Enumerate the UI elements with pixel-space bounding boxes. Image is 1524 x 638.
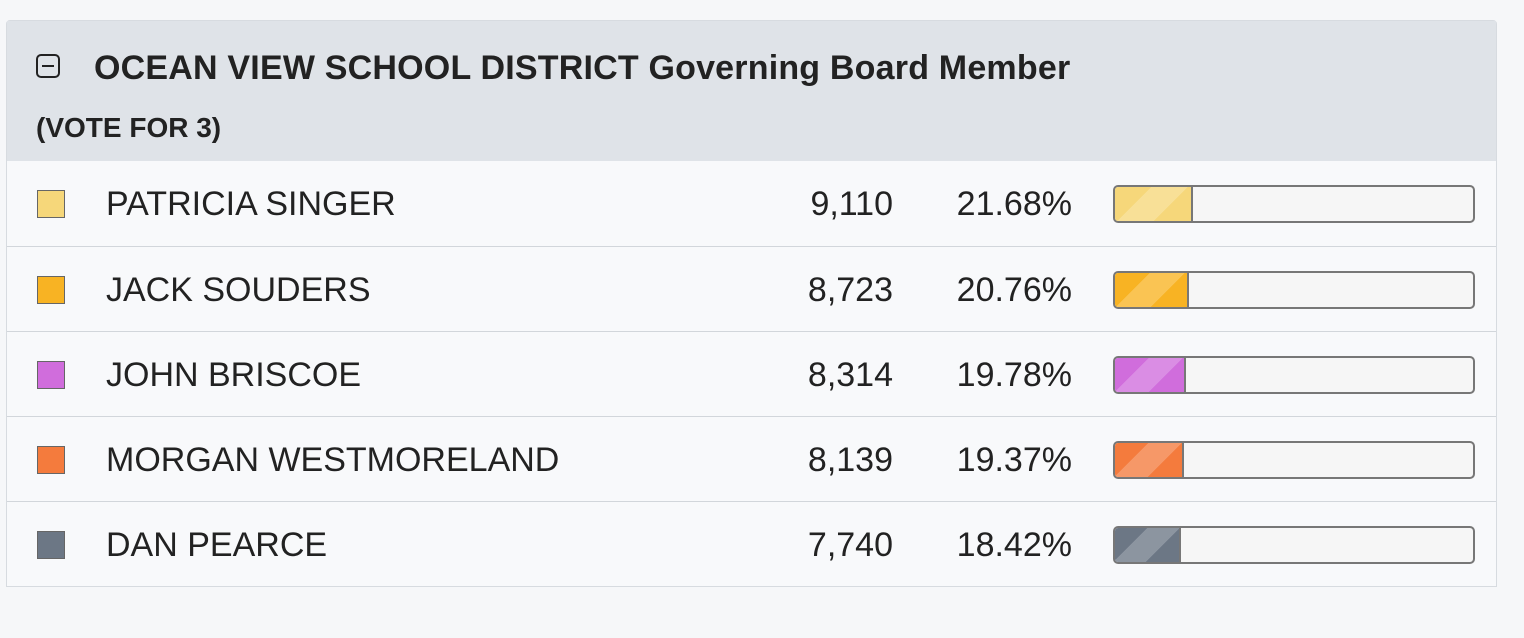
candidate-percent: 20.76%: [956, 271, 1072, 309]
candidate-votes: 7,740: [807, 526, 893, 564]
candidate-name: MORGAN WESTMORELAND: [106, 441, 560, 479]
vote-share-bar: [1113, 356, 1475, 394]
candidate-color-swatch: [37, 276, 65, 304]
candidate-votes: 8,723: [807, 271, 893, 309]
candidate-name: PATRICIA SINGER: [106, 185, 396, 223]
candidate-color-swatch: [37, 190, 65, 218]
contest-subtitle: (VOTE FOR 3): [36, 112, 222, 143]
vote-share-fill: [1115, 358, 1186, 392]
vote-share-bar: [1113, 526, 1475, 564]
candidate-percent: 19.37%: [956, 441, 1072, 479]
candidate-color-swatch: [37, 531, 65, 559]
vote-share-bar: [1113, 271, 1475, 309]
vote-share-fill: [1115, 187, 1193, 221]
vote-share-fill: [1115, 528, 1181, 562]
candidate-row: PATRICIA SINGER 9,110 21.68%: [7, 161, 1496, 246]
collapse-icon[interactable]: [36, 54, 60, 78]
candidate-name: JOHN BRISCOE: [106, 356, 362, 394]
candidate-votes: 9,110: [810, 185, 893, 223]
candidate-color-swatch: [37, 361, 65, 389]
candidate-votes: 8,139: [807, 441, 893, 479]
contest-title: OCEAN VIEW SCHOOL DISTRICT Governing Boa…: [94, 49, 1071, 87]
candidate-name: JACK SOUDERS: [106, 271, 371, 309]
candidate-color-swatch: [37, 446, 65, 474]
contest-header: OCEAN VIEW SCHOOL DISTRICT Governing Boa…: [7, 21, 1496, 161]
vote-share-bar: [1113, 185, 1475, 223]
candidate-row: MORGAN WESTMORELAND 8,139 19.37%: [7, 416, 1496, 501]
candidate-row: JOHN BRISCOE 8,314 19.78%: [7, 331, 1496, 416]
candidate-percent: 18.42%: [956, 526, 1072, 564]
results-list: PATRICIA SINGER 9,110 21.68% JACK SOUDER…: [7, 161, 1496, 586]
candidate-votes: 8,314: [807, 356, 893, 394]
candidate-percent: 19.78%: [956, 356, 1072, 394]
candidate-row: JACK SOUDERS 8,723 20.76%: [7, 246, 1496, 331]
vote-share-bar: [1113, 441, 1475, 479]
candidate-percent: 21.68%: [956, 185, 1072, 223]
contest-card: OCEAN VIEW SCHOOL DISTRICT Governing Boa…: [6, 20, 1497, 587]
vote-share-fill: [1115, 443, 1185, 477]
vote-share-fill: [1115, 273, 1190, 307]
candidate-name: DAN PEARCE: [106, 526, 328, 564]
candidate-row: DAN PEARCE 7,740 18.42%: [7, 501, 1496, 586]
